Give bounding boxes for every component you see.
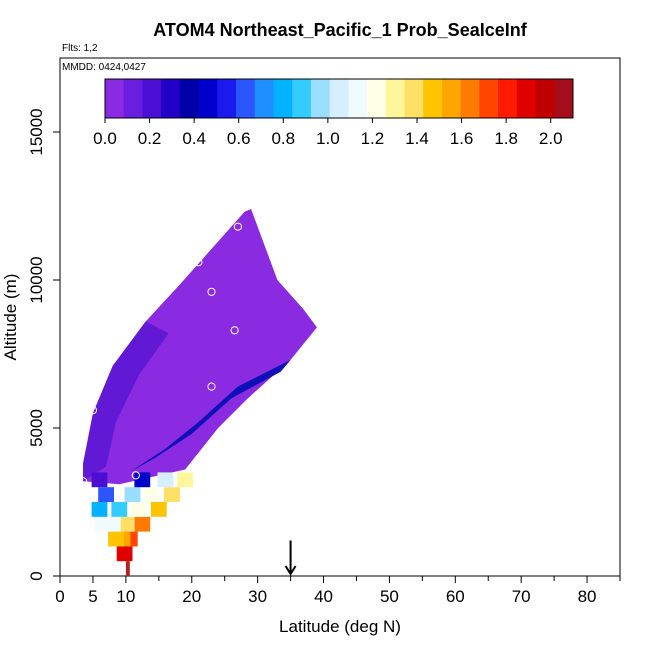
colorbar-tick-label: 1.2: [361, 129, 385, 148]
colorbar-segment: [161, 79, 181, 118]
colorbar-segment: [273, 79, 293, 118]
heatmap-cell: [91, 472, 108, 488]
colorbar-tick-label: 0.2: [138, 129, 162, 148]
heatmap-layer: [83, 208, 317, 576]
colorbar-segment: [254, 79, 274, 118]
colorbar-segment: [367, 79, 387, 118]
colorbar-tick-label: 1.0: [316, 129, 340, 148]
flight-point: [194, 258, 203, 267]
colorbar-segment: [535, 79, 555, 118]
curtain-left-band: [83, 321, 169, 482]
y-axis-title: Altitude (m): [1, 274, 20, 361]
colorbar-segment: [385, 79, 405, 118]
heatmap-cell: [108, 531, 124, 547]
heatmap-cell: [150, 502, 167, 517]
colorbar-segment: [460, 79, 480, 118]
colorbar-segment: [123, 79, 143, 118]
colorbar-segment: [179, 79, 199, 118]
x-tick-label: 40: [314, 587, 333, 606]
colorbar-tick-label: 0.6: [227, 129, 251, 148]
heatmap-cell: [134, 516, 151, 532]
colorbar-segment: [217, 79, 237, 118]
colorbar-segment: [292, 79, 312, 118]
colorbar-tick-label: 1.6: [450, 129, 474, 148]
colorbar-segment: [105, 79, 125, 118]
colorbar-segment: [554, 79, 574, 118]
colorbar-frame: [104, 78, 574, 119]
x-tick-label: 30: [248, 587, 267, 606]
chart-title: ATOM4 Northeast_Pacific_1 Prob_SeaIceInf: [153, 20, 527, 40]
x-tick-label: 60: [446, 587, 465, 606]
x-tick-label: 80: [578, 587, 597, 606]
colorbar-segment: [348, 79, 368, 118]
y-tick-label: 0: [27, 571, 46, 580]
colorbar-segment: [329, 79, 349, 118]
x-axis-title: Latitude (deg N): [279, 617, 401, 636]
colorbar-tick-label: 0.8: [271, 129, 295, 148]
y-tick-label: 15000: [27, 108, 46, 155]
heatmap-cell: [91, 502, 108, 517]
curtain-ridge: [129, 359, 291, 473]
flight-point: [207, 287, 216, 296]
heatmap-cell: [144, 487, 161, 502]
heatmap-cell: [157, 472, 174, 488]
x-tick-label: 50: [380, 587, 399, 606]
plot-frame: [59, 57, 621, 577]
x-tick-label: 0: [55, 587, 64, 606]
heatmap-cell: [125, 561, 130, 576]
x-tick-label: 20: [182, 587, 201, 606]
flight-point: [88, 406, 98, 415]
x-tick-label: 70: [512, 587, 531, 606]
heatmap-cell: [118, 516, 134, 532]
heatmap-cell: [94, 516, 111, 532]
colorbar-segment: [236, 79, 256, 118]
x-tick-label: 10: [116, 587, 135, 606]
y-tick-label: 10000: [27, 256, 46, 303]
colorbar-tick-label: 1.8: [494, 129, 518, 148]
heatmap-cell: [131, 502, 147, 517]
flight-point: [207, 382, 216, 391]
curtain-body: [83, 208, 317, 485]
y-tick-label: 5000: [27, 409, 46, 447]
colorbar-segment: [423, 79, 443, 118]
flight-point: [230, 326, 239, 335]
flights-label: Flts: 1,2: [62, 43, 98, 54]
colorbar-segment: [479, 79, 499, 118]
colorbar: 0.0 0.2 0.4 0.6 0.8 1.0 1.2 1.4 1.6 1.8 2.0: [93, 78, 574, 148]
heatmap-cell: [177, 472, 194, 488]
heatmap-cell: [111, 502, 128, 517]
colorbar-tick-label: 0.4: [182, 129, 206, 148]
points-layer: [79, 222, 242, 486]
heatmap-cell: [134, 472, 151, 488]
x-tick-label: 5: [88, 587, 97, 606]
marker-arrow-head: [284, 565, 297, 576]
colorbar-segment: [142, 79, 162, 118]
heatmap-cell: [124, 487, 141, 502]
axes: 0 5 10 20 30 40 50 60 70 80 0 5000 10000 15000: [27, 108, 621, 606]
heatmap-cell: [164, 487, 180, 502]
flight-point: [131, 471, 140, 480]
colorbar-segment: [441, 79, 462, 118]
colorbar-tick-label: 1.4: [405, 129, 429, 148]
dates-label: MMDD: 0424,0427: [62, 62, 146, 73]
colorbar-segment: [404, 79, 424, 118]
flight-point: [79, 477, 88, 486]
colorbar-segment: [198, 79, 218, 118]
colorbar-tick-label: 2.0: [539, 129, 563, 148]
flight-point: [233, 222, 242, 231]
colorbar-tick-label: 0.0: [93, 129, 117, 148]
colorbar-segment: [310, 79, 331, 118]
colorbar-segment: [516, 79, 536, 118]
heatmap-cell: [98, 487, 114, 502]
colorbar-segment: [498, 79, 518, 118]
heatmap-cell: [116, 546, 133, 562]
